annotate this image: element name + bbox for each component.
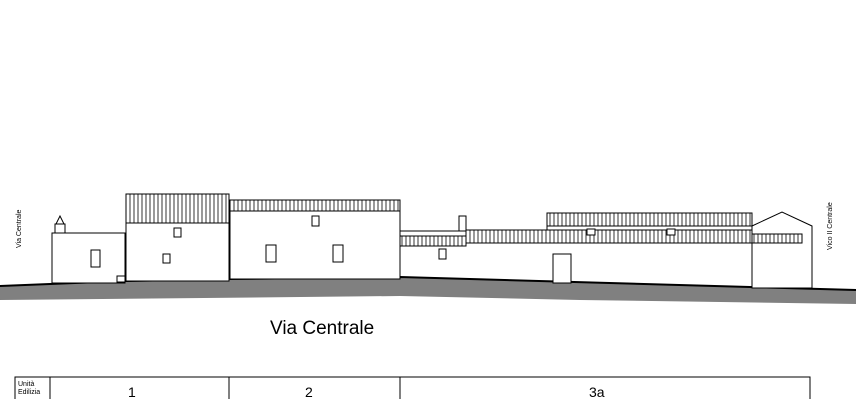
window	[438, 248, 447, 260]
window	[265, 244, 277, 263]
left-side-street-label: Via Centrale	[16, 209, 23, 248]
building-right-gable	[751, 211, 813, 289]
window	[311, 215, 320, 227]
door	[552, 253, 572, 284]
window	[332, 244, 344, 263]
ground-section	[0, 277, 856, 304]
building-unit-2	[229, 199, 401, 280]
table-header-line1: Unità	[18, 381, 34, 388]
building-unit-3a	[399, 212, 803, 288]
street-name-label: Via Centrale	[270, 318, 374, 339]
table-cell-unit-2: 2	[305, 384, 313, 399]
table-cell-unit-1: 1	[128, 384, 136, 399]
window	[90, 249, 101, 268]
building-unit-1	[125, 193, 230, 282]
unit-table: Unità Edilizia 1 2 3a	[14, 376, 811, 399]
table-header-line2: Edilizia	[18, 389, 40, 396]
right-side-street-label: Vico II Centrale	[827, 202, 834, 250]
window	[162, 253, 171, 264]
window	[173, 227, 182, 238]
building-left-small	[51, 214, 126, 284]
table-cell-unit-3a: 3a	[589, 384, 605, 399]
window	[666, 228, 676, 236]
window	[586, 228, 596, 236]
